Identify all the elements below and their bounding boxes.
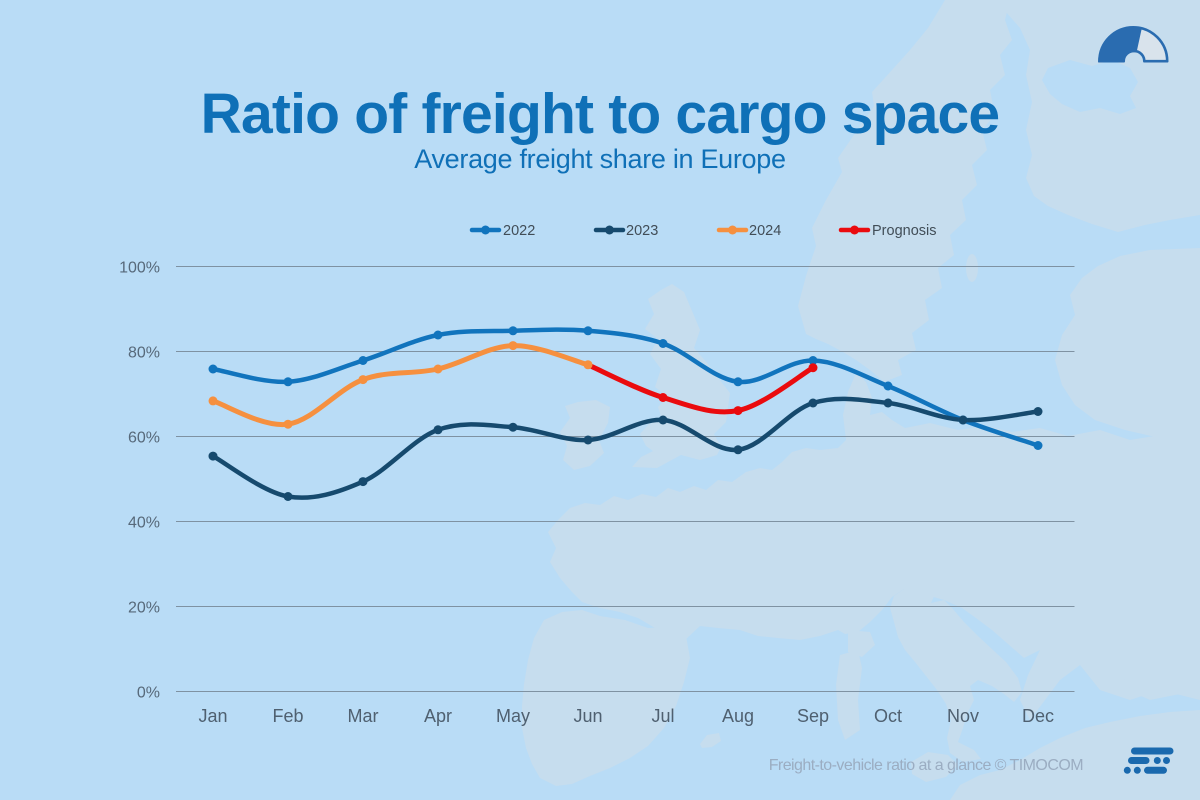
svg-text:Jan: Jan [198, 706, 227, 726]
svg-text:Mar: Mar [348, 706, 379, 726]
svg-text:Nov: Nov [947, 706, 979, 726]
svg-text:100%: 100% [119, 260, 160, 277]
svg-text:Dec: Dec [1022, 706, 1054, 726]
svg-text:60%: 60% [128, 430, 160, 447]
svg-text:Apr: Apr [424, 706, 452, 726]
svg-text:Jun: Jun [573, 706, 602, 726]
svg-text:Freight-to-vehicle ratio at a: Freight-to-vehicle ratio at a glance © T… [769, 757, 1084, 774]
svg-text:Oct: Oct [874, 706, 902, 726]
svg-text:2022: 2022 [503, 223, 535, 239]
svg-text:40%: 40% [128, 515, 160, 532]
svg-text:Feb: Feb [272, 706, 303, 726]
svg-text:80%: 80% [128, 345, 160, 362]
svg-text:Prognosis: Prognosis [872, 223, 936, 239]
svg-text:0%: 0% [137, 685, 160, 702]
svg-text:Aug: Aug [722, 706, 754, 726]
svg-text:Jul: Jul [651, 706, 674, 726]
svg-text:2023: 2023 [626, 223, 658, 239]
svg-text:May: May [496, 706, 530, 726]
svg-text:2024: 2024 [749, 223, 781, 239]
svg-text:20%: 20% [128, 600, 160, 617]
svg-text:Sep: Sep [797, 706, 829, 726]
